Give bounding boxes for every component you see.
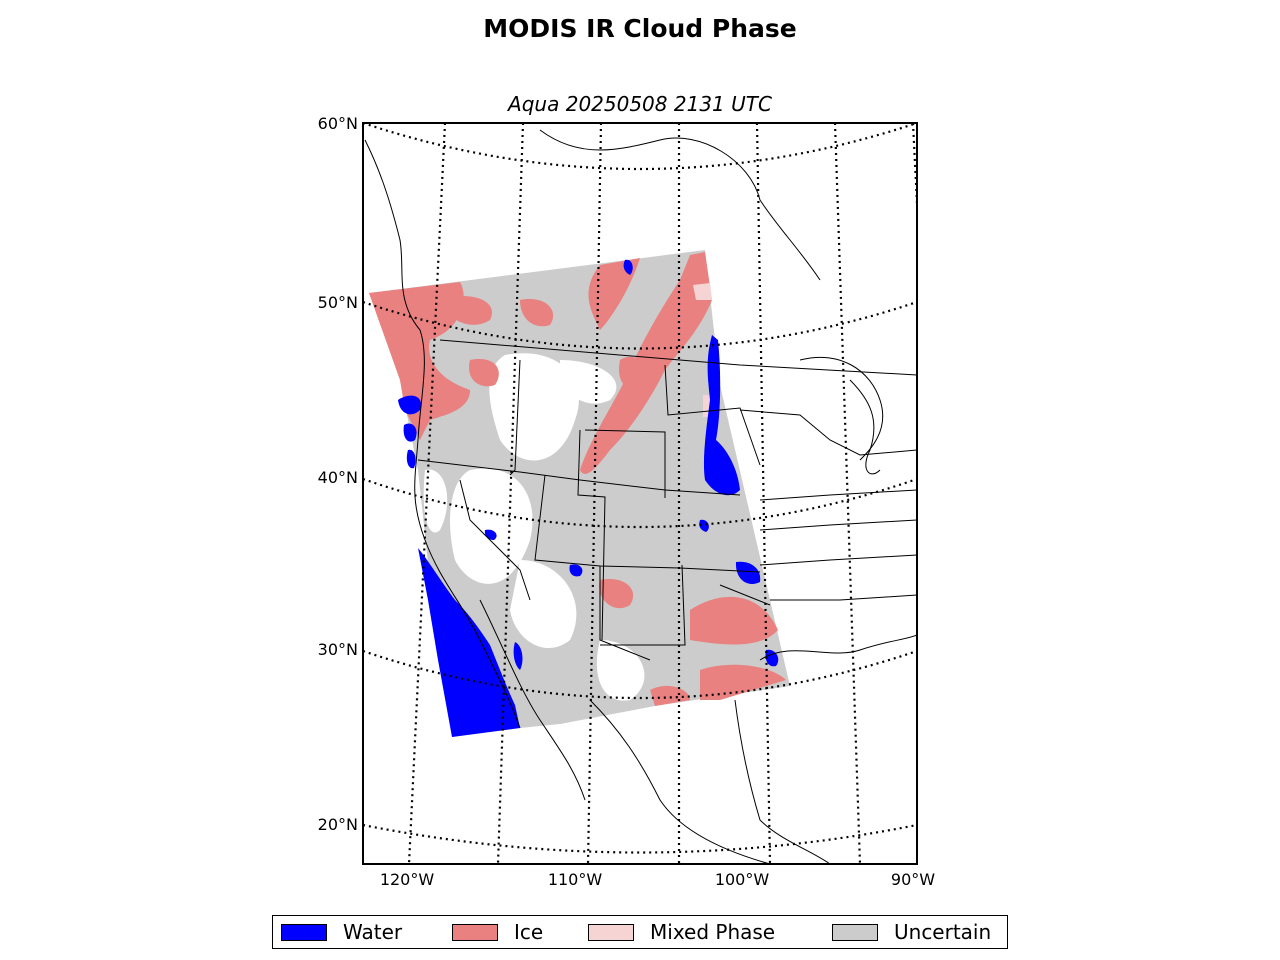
legend-label: Uncertain (894, 920, 992, 944)
legend-label: Water (343, 920, 403, 944)
clear-sky-areas (423, 353, 645, 701)
lat-label-50: 50°N (317, 293, 358, 312)
mixed-phase-regions (693, 283, 712, 417)
legend-item-mixed: Mixed Phase (588, 916, 775, 948)
lon-label-120: 120°W (379, 870, 435, 889)
uncertain-swatch (832, 923, 878, 941)
map-frame (362, 122, 918, 865)
legend-item-water: Water (281, 916, 402, 948)
legend-label: Ice (514, 920, 544, 944)
legend-item-uncertain: Uncertain (832, 916, 991, 948)
figure-subtitle: Aqua 20250508 2131 UTC (508, 92, 772, 116)
mixed-phase-swatch (588, 923, 634, 941)
meridians (407, 123, 917, 864)
legend-item-ice: Ice (452, 916, 543, 948)
coastlines (364, 129, 917, 864)
lon-label-100: 100°W (714, 870, 770, 889)
ice-swatch (452, 923, 498, 941)
water-swatch (281, 923, 327, 941)
ice-regions (369, 252, 786, 706)
political-boundaries (417, 339, 917, 661)
legend: Water Ice Mixed Phase Uncertain (272, 915, 1008, 949)
lat-label-30: 30°N (317, 640, 358, 659)
lat-label-40: 40°N (317, 468, 358, 487)
legend-label: Mixed Phase (650, 920, 776, 944)
lat-label-20: 20°N (317, 815, 358, 834)
lat-label-60: 60°N (317, 114, 358, 133)
figure-title: MODIS IR Cloud Phase (483, 14, 797, 43)
lon-label-110: 110°W (547, 870, 603, 889)
lon-label-90: 90°W (890, 870, 936, 889)
parallels (363, 123, 917, 854)
water-regions (398, 259, 779, 737)
